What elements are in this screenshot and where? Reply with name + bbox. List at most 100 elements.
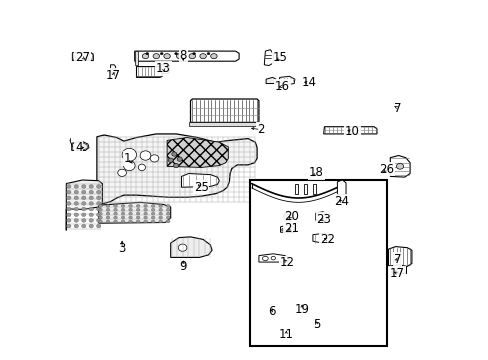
Ellipse shape: [89, 190, 93, 194]
Text: 5: 5: [312, 318, 320, 330]
Ellipse shape: [262, 256, 268, 261]
Polygon shape: [167, 138, 228, 167]
Ellipse shape: [121, 216, 124, 219]
Polygon shape: [134, 51, 239, 61]
Ellipse shape: [285, 215, 291, 219]
Ellipse shape: [81, 196, 86, 199]
Ellipse shape: [159, 204, 162, 207]
Ellipse shape: [166, 216, 170, 219]
Text: 26: 26: [378, 163, 393, 176]
Ellipse shape: [269, 325, 273, 329]
Ellipse shape: [106, 212, 110, 215]
Text: 19: 19: [294, 303, 309, 316]
Ellipse shape: [159, 208, 162, 211]
Ellipse shape: [121, 208, 124, 211]
Text: 25: 25: [193, 181, 208, 194]
Ellipse shape: [99, 208, 102, 211]
Polygon shape: [391, 265, 406, 274]
Ellipse shape: [81, 224, 86, 228]
Text: 8: 8: [179, 49, 186, 62]
Ellipse shape: [151, 220, 155, 223]
Ellipse shape: [178, 244, 186, 251]
Text: 17: 17: [105, 69, 121, 82]
Polygon shape: [299, 298, 306, 322]
Ellipse shape: [74, 219, 78, 222]
Text: 4: 4: [75, 141, 82, 154]
Ellipse shape: [168, 158, 173, 162]
Ellipse shape: [128, 216, 132, 219]
Ellipse shape: [106, 216, 110, 219]
Ellipse shape: [210, 54, 217, 59]
Ellipse shape: [121, 204, 124, 207]
Ellipse shape: [281, 228, 285, 231]
Polygon shape: [170, 237, 212, 257]
Polygon shape: [136, 67, 162, 77]
Ellipse shape: [96, 224, 101, 228]
Ellipse shape: [81, 185, 86, 188]
Ellipse shape: [171, 152, 177, 156]
Polygon shape: [387, 247, 411, 266]
Ellipse shape: [270, 256, 275, 260]
Ellipse shape: [136, 216, 140, 219]
Ellipse shape: [96, 213, 101, 217]
Ellipse shape: [81, 202, 86, 205]
Text: 10: 10: [345, 125, 359, 138]
Polygon shape: [72, 52, 75, 60]
Ellipse shape: [128, 208, 132, 211]
Polygon shape: [110, 65, 115, 74]
Ellipse shape: [166, 204, 170, 207]
Ellipse shape: [66, 224, 71, 228]
Ellipse shape: [294, 325, 298, 329]
Ellipse shape: [177, 157, 182, 161]
Ellipse shape: [114, 208, 117, 211]
Ellipse shape: [136, 208, 140, 211]
Ellipse shape: [206, 53, 209, 55]
Ellipse shape: [114, 212, 117, 215]
Text: 7: 7: [393, 102, 401, 114]
Ellipse shape: [114, 220, 117, 223]
Ellipse shape: [136, 212, 140, 215]
Text: 23: 23: [316, 213, 330, 226]
Polygon shape: [72, 53, 93, 60]
Polygon shape: [162, 64, 168, 72]
Ellipse shape: [166, 212, 170, 215]
Text: 17: 17: [389, 267, 404, 280]
Ellipse shape: [99, 204, 102, 207]
Polygon shape: [337, 180, 346, 202]
Polygon shape: [261, 293, 268, 303]
Text: 20: 20: [283, 210, 298, 222]
Bar: [188, 122, 260, 126]
Polygon shape: [190, 99, 258, 122]
Ellipse shape: [143, 220, 147, 223]
Polygon shape: [323, 127, 376, 134]
Ellipse shape: [66, 202, 71, 205]
Ellipse shape: [89, 202, 93, 205]
Ellipse shape: [145, 53, 148, 55]
Ellipse shape: [89, 185, 93, 188]
Ellipse shape: [140, 151, 151, 160]
Ellipse shape: [142, 54, 148, 59]
Ellipse shape: [89, 219, 93, 222]
Ellipse shape: [118, 169, 126, 176]
Ellipse shape: [143, 208, 147, 211]
Text: 22: 22: [319, 233, 334, 246]
Text: 1: 1: [123, 152, 131, 165]
Text: 16: 16: [274, 80, 289, 93]
Ellipse shape: [106, 220, 110, 223]
Ellipse shape: [96, 190, 101, 194]
Polygon shape: [260, 292, 273, 316]
Ellipse shape: [138, 164, 145, 171]
Text: 18: 18: [308, 166, 323, 179]
Ellipse shape: [166, 208, 170, 211]
Ellipse shape: [66, 213, 71, 217]
Ellipse shape: [96, 207, 101, 211]
Ellipse shape: [81, 213, 86, 217]
Ellipse shape: [128, 204, 132, 207]
Ellipse shape: [287, 325, 291, 329]
Ellipse shape: [200, 54, 206, 59]
Polygon shape: [265, 322, 301, 330]
Ellipse shape: [99, 216, 102, 219]
Ellipse shape: [66, 207, 71, 211]
Polygon shape: [97, 134, 257, 203]
Ellipse shape: [122, 148, 136, 161]
